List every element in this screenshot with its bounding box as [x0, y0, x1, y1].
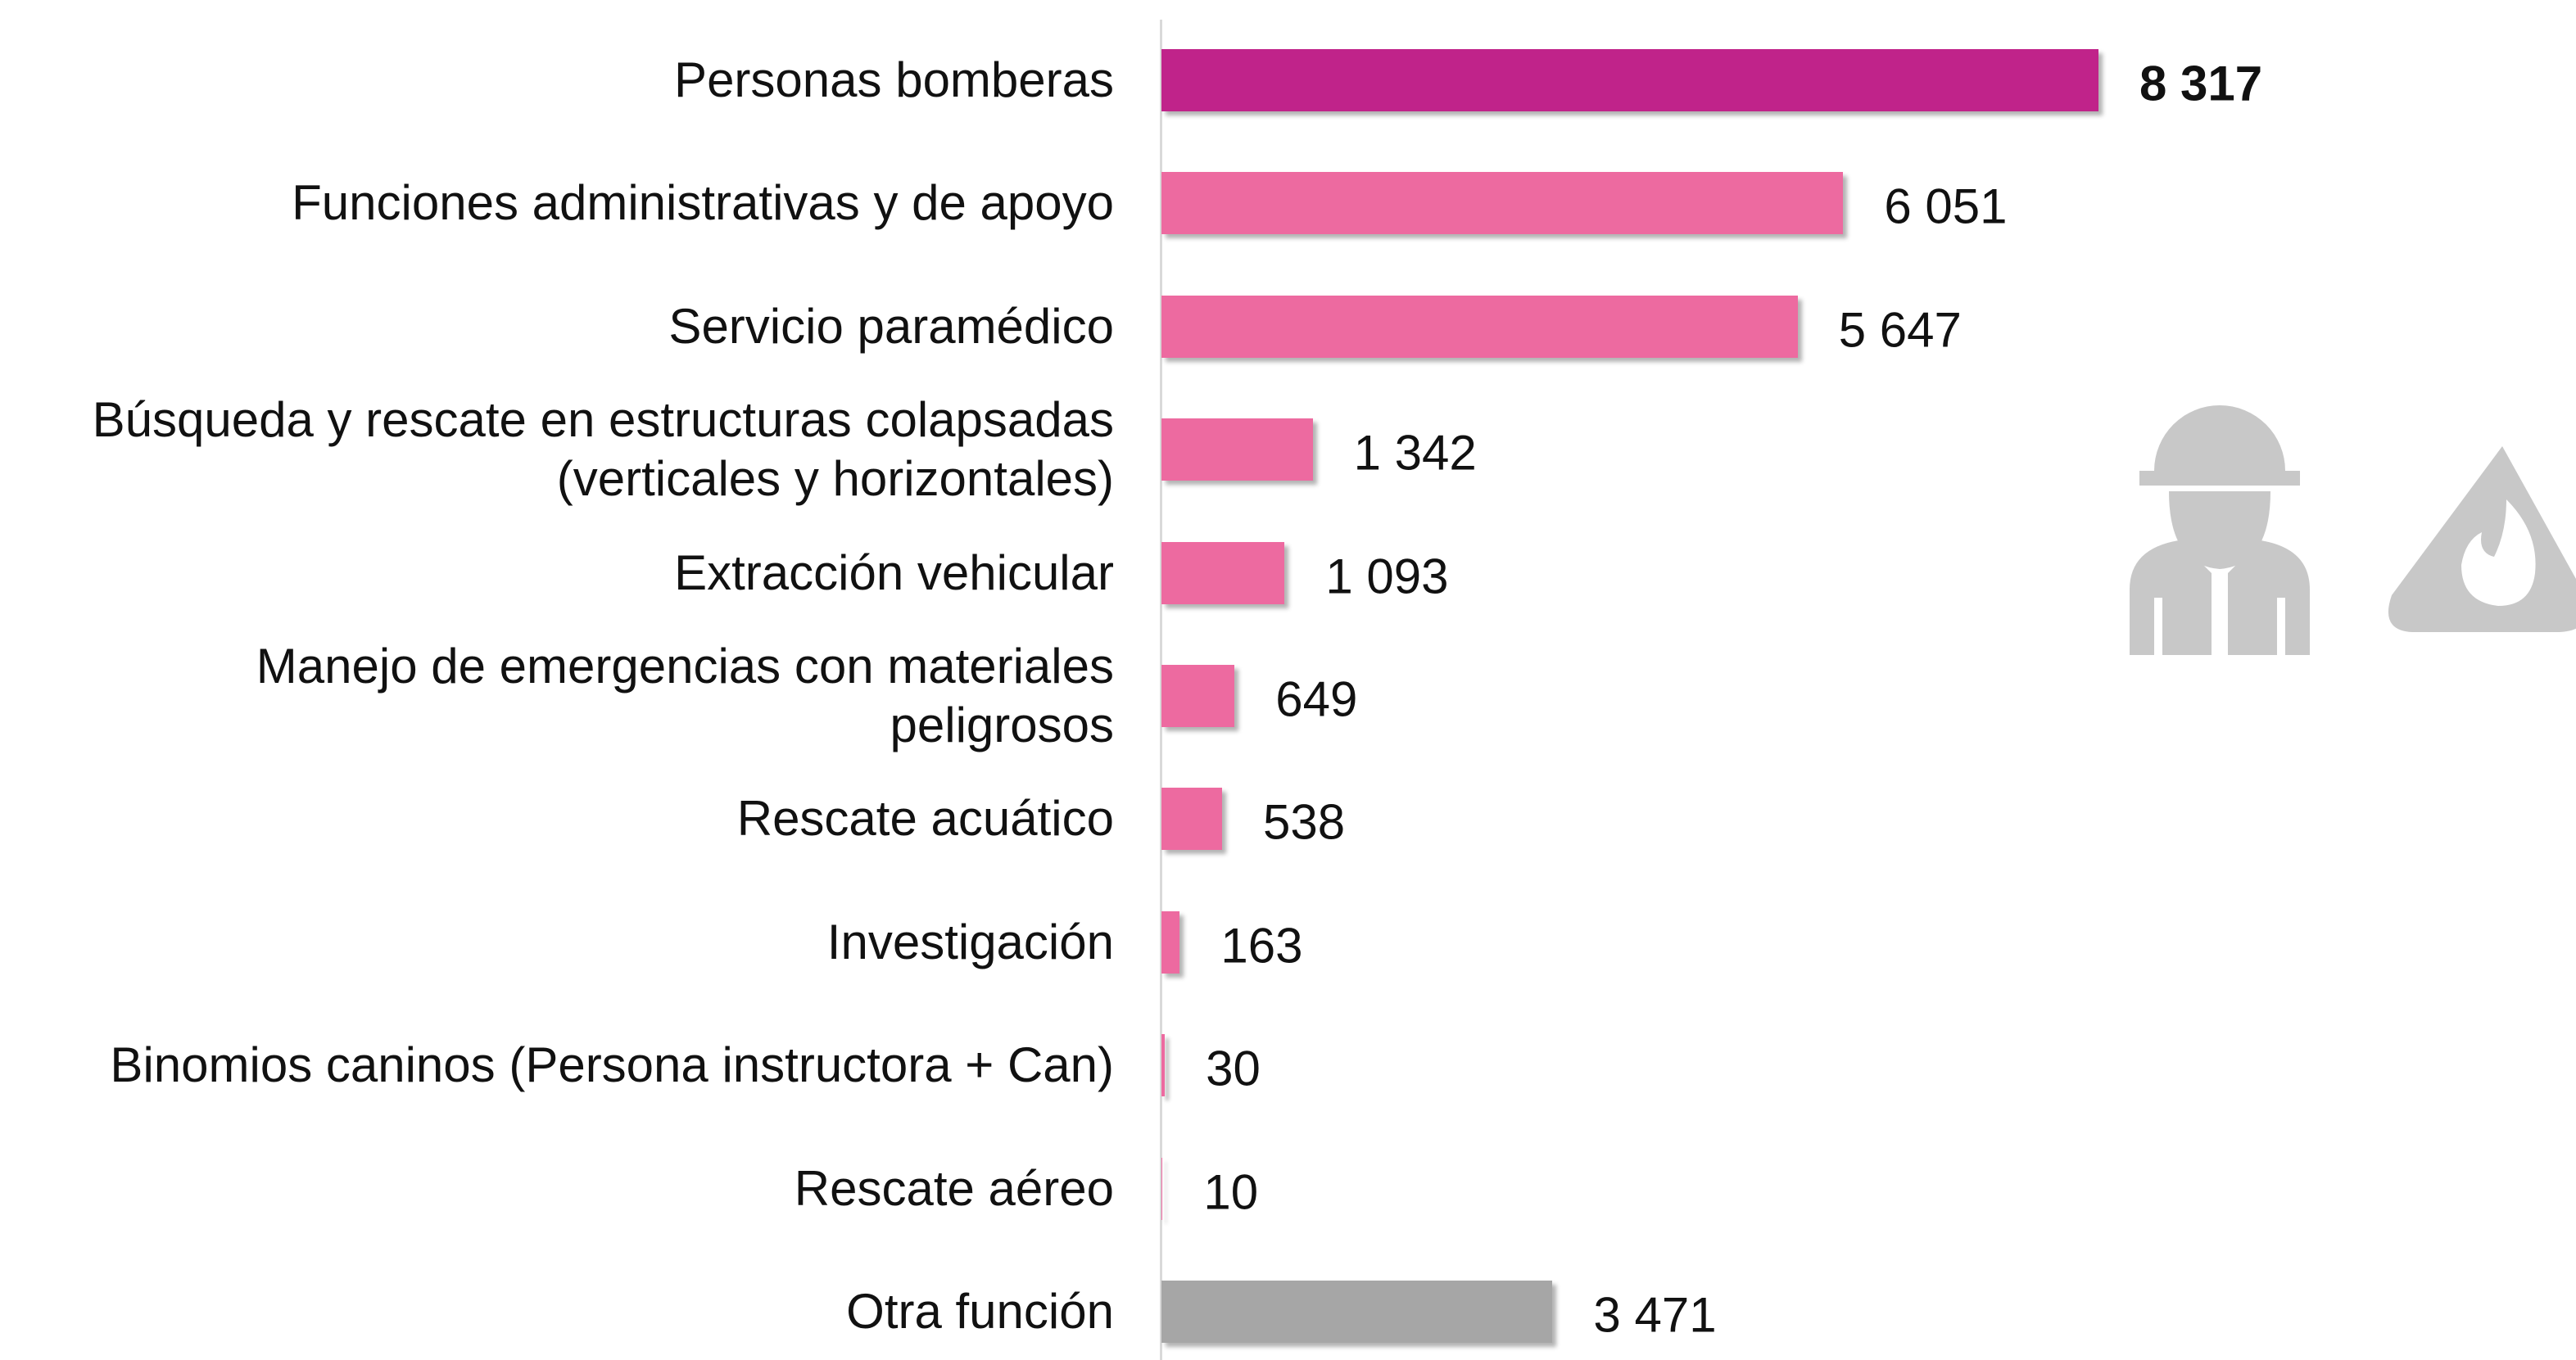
data-label: 30	[1206, 1041, 1261, 1096]
category-label: Servicio paramédico	[668, 298, 1114, 354]
bar	[1161, 1281, 1553, 1343]
category-label: Otra función	[846, 1284, 1114, 1339]
data-label: 3 471	[1593, 1287, 1717, 1343]
warning-icon	[2388, 446, 2576, 632]
data-label: 163	[1220, 918, 1303, 974]
bar	[1161, 910, 1180, 974]
data-label: 6 051	[1884, 178, 2008, 234]
data-label: 1 342	[1353, 425, 1477, 481]
category-label: Investigación	[826, 914, 1114, 969]
bar	[1161, 788, 1222, 851]
category-label: Búsqueda y rescate en estructuras colaps…	[92, 392, 1114, 507]
category-label: Rescate acuático	[736, 791, 1114, 847]
person-icon	[2130, 405, 2310, 655]
category-label: Extracción vehicular	[674, 544, 1114, 600]
category-label: Funciones administrativas y de apoyo	[292, 175, 1114, 231]
bar	[1161, 665, 1235, 727]
bar	[1161, 172, 1844, 235]
bar	[1161, 541, 1285, 604]
data-label: 649	[1275, 671, 1358, 727]
bar	[1161, 418, 1313, 481]
data-label: 10	[1203, 1164, 1259, 1220]
data-label: 5 647	[1838, 302, 1962, 358]
category-label: Manejo de emergencias con materiales pel…	[256, 639, 1114, 752]
data-label: 1 093	[1325, 549, 1449, 604]
data-label: 538	[1263, 794, 1346, 850]
bar	[1161, 1157, 1163, 1220]
axis-line	[1160, 20, 1162, 1360]
data-label: 8 317	[2139, 56, 2263, 111]
bar	[1161, 1034, 1166, 1097]
bar	[1161, 49, 2098, 111]
category-label: Rescate aéreo	[794, 1160, 1114, 1216]
bar	[1161, 295, 1798, 358]
category-label: Personas bomberas	[674, 52, 1114, 107]
category-label: Binomios caninos (Persona instructora + …	[110, 1037, 1114, 1093]
